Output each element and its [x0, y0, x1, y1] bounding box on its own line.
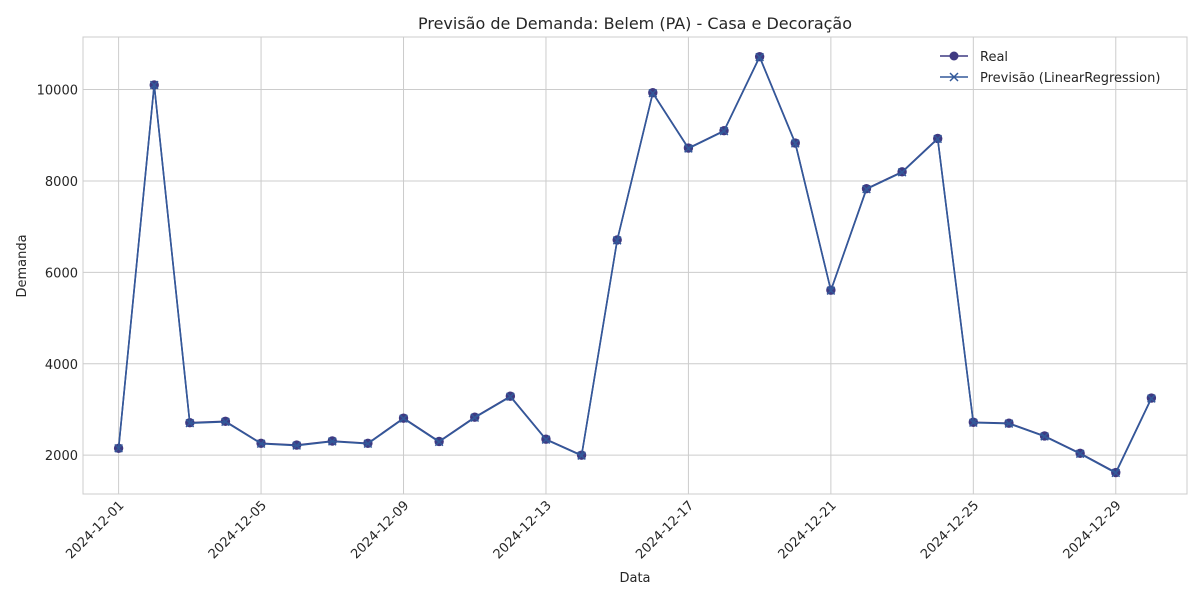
y-tick-label: 2000 — [45, 449, 78, 464]
data-point-forecast — [1004, 419, 1014, 428]
series — [113, 51, 1157, 478]
legend-marker-forecast — [949, 72, 959, 82]
data-point-forecast — [399, 414, 408, 423]
data-point-forecast — [256, 439, 266, 449]
data-point-forecast — [862, 184, 871, 194]
data-point-forecast — [719, 126, 729, 136]
y-axis-label: Demanda — [15, 234, 30, 297]
data-point-forecast — [790, 139, 800, 148]
data-point-forecast — [1147, 394, 1156, 403]
data-point-forecast — [363, 439, 373, 449]
data-point-forecast — [933, 134, 943, 144]
chart-title: Previsão de Demanda: Belem (PA) - Casa e… — [418, 14, 852, 33]
data-point-forecast — [897, 167, 907, 177]
data-point-forecast — [826, 286, 836, 295]
data-point-forecast — [541, 435, 551, 444]
data-point-forecast — [1111, 468, 1121, 478]
y-tick-label: 6000 — [45, 266, 78, 281]
y-tick-labels: 2000 4000 6000 8000 10000 — [37, 84, 78, 465]
legend-entry-forecast: Previsão (LinearRegression) — [940, 71, 1160, 86]
data-point-forecast — [149, 80, 159, 90]
data-point-forecast — [292, 441, 302, 450]
y-tick-label: 4000 — [45, 358, 78, 373]
data-point-forecast — [968, 418, 978, 428]
data-point-forecast — [648, 88, 658, 98]
data-point-forecast — [185, 418, 195, 428]
data-point-forecast — [612, 236, 622, 245]
data-point-forecast — [1040, 432, 1049, 441]
y-tick-label: 8000 — [45, 175, 78, 190]
x-axis-label: Data — [619, 571, 650, 586]
data-point-forecast — [470, 413, 480, 423]
legend: Real Previsão (LinearRegression) — [940, 50, 1160, 86]
data-point-forecast — [434, 437, 444, 447]
data-point-forecast — [506, 392, 515, 401]
legend-label-forecast: Previsão (LinearRegression) — [980, 71, 1160, 86]
legend-label-real: Real — [980, 50, 1008, 65]
plot-frame — [82, 36, 1188, 495]
data-point-forecast — [221, 417, 230, 427]
series-line-forecast — [117, 56, 1153, 474]
data-point-forecast — [755, 52, 764, 62]
data-point-forecast — [327, 437, 337, 446]
data-point-forecast — [1075, 449, 1085, 459]
legend-entry-real: Real — [940, 50, 1008, 65]
legend-marker-real — [949, 51, 959, 61]
y-tick-label: 10000 — [37, 84, 78, 99]
grid — [83, 37, 1187, 494]
data-point-forecast — [114, 443, 123, 453]
data-point-forecast — [577, 451, 586, 460]
data-point-forecast — [684, 144, 693, 153]
